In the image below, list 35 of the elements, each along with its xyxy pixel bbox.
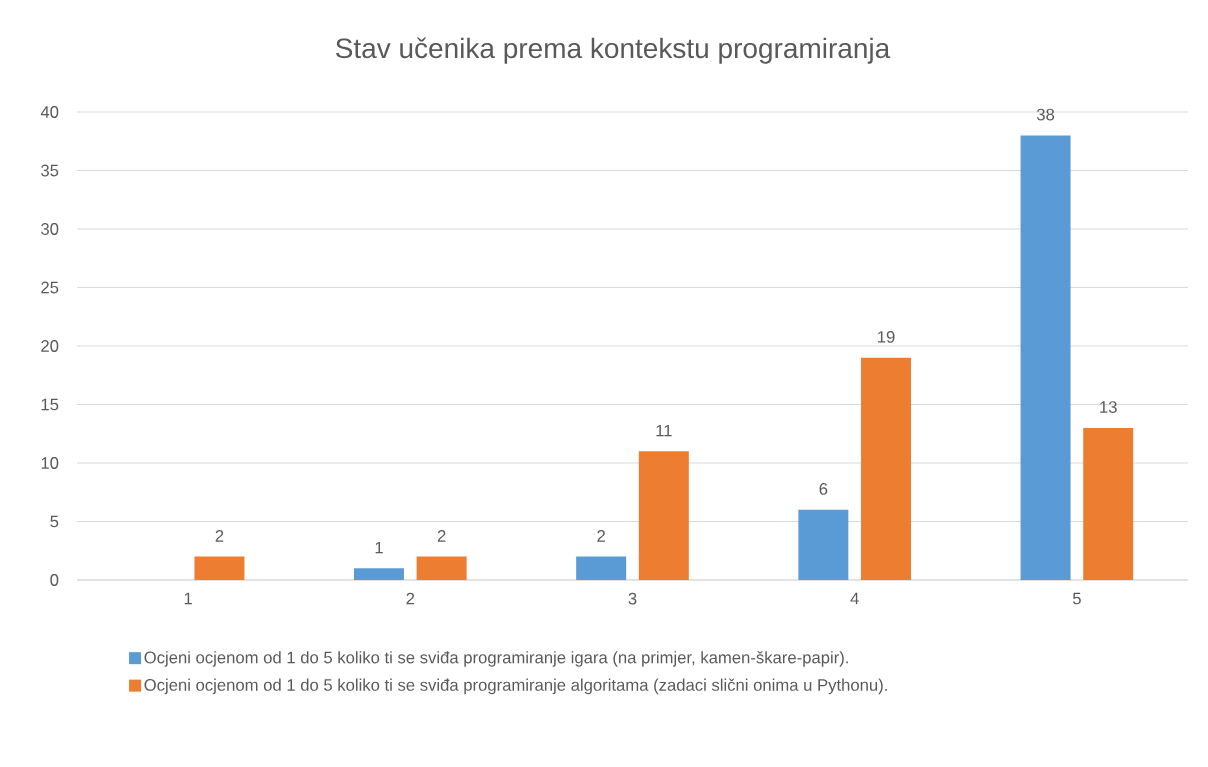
x-tick-label: 1 [184,592,192,605]
y-tick-label: 10 [41,457,59,469]
y-tick-label: 5 [50,515,59,528]
x-tick-label: 4 [850,592,859,605]
bar [861,357,912,580]
data-label: 19 [878,330,895,343]
bar [1020,135,1071,580]
data-label: 11 [656,424,672,437]
y-tick-label: 35 [41,164,59,177]
x-tick-label: 5 [1072,592,1081,605]
y-tick-label: 25 [41,281,59,294]
x-tick-label: 3 [628,592,637,605]
y-tick-label: 15 [41,398,59,411]
y-tick-label: 30 [41,223,59,235]
bar [194,556,245,580]
x-tick-label: 2 [406,592,415,605]
data-label: 6 [819,483,828,495]
legend-label: Ocjeni ocjenom od 1 do 5 koliko ti se sviđa programiranje igara (na primjer, kamen-škare-papir). [144,651,848,667]
data-label: 2 [215,530,224,542]
y-tick-label: 20 [41,340,59,352]
data-label: 1 [375,541,383,554]
bar [353,568,404,580]
data-label: 13 [1100,401,1117,413]
bar [798,509,849,580]
data-label: 2 [597,530,605,542]
bar [576,556,627,580]
y-tick-label: 0 [50,574,59,586]
bar [638,451,689,580]
y-tick-label: 40 [40,106,59,118]
bar [1083,427,1134,580]
bar [416,556,467,580]
legend-label: Ocjeni ocjenom od 1 do 5 koliko ti se sviđa programiranje algoritama (zadaci slični onima u Pythonu). [144,678,887,695]
data-label: 38 [1036,108,1055,121]
data-label: 2 [437,530,446,542]
chart-title: Stav učenika prema kontekstu programiranja [335,37,891,64]
